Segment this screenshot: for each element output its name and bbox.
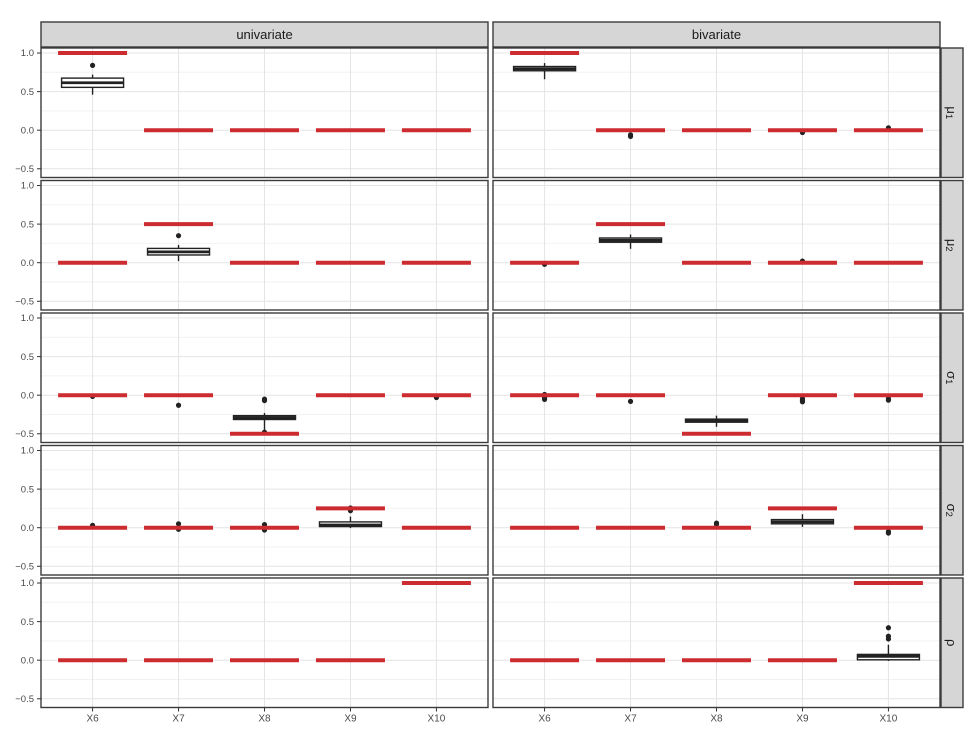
panel-mu1-bivariate — [492, 47, 941, 179]
panel-border — [40, 47, 489, 179]
y-tick-label: −0.5 — [15, 296, 34, 307]
panel-mu2-univariate: 1.0 0.5 0.0 −0.5 — [15, 179, 489, 311]
facet-strip-right-ρ: ρ — [940, 577, 964, 709]
boxplot — [232, 412, 297, 432]
outlier-dot — [885, 530, 892, 536]
facet-strip-right-σ2: σ2 — [940, 444, 964, 576]
facet-strip-right-σ1: σ1 — [940, 312, 964, 444]
x-tick-label: X6 — [86, 714, 99, 725]
y-tick-label: 0.5 — [21, 617, 34, 628]
boxplot — [146, 244, 211, 262]
y-tick-label: 1.0 — [21, 578, 34, 589]
boxplot — [770, 514, 835, 527]
outlier-dot — [627, 133, 634, 139]
outlier-dot — [713, 520, 720, 526]
facet-strip-right-box — [940, 179, 964, 311]
facet-strip-top-bivariate: bivariate — [492, 21, 941, 48]
outlier-dot — [261, 397, 268, 404]
y-tick-label: −0.5 — [15, 561, 34, 572]
facet-strip-right-μ1: μ1 — [940, 47, 964, 179]
y-tick-label: −0.5 — [15, 694, 34, 705]
x-tick-label: X10 — [428, 714, 446, 725]
facet-strip-right-label: ρ — [945, 639, 960, 646]
facet-strip-top-univariate: univariate — [40, 21, 489, 48]
panel-mu2-bivariate — [492, 179, 941, 311]
outlier-dot — [885, 633, 892, 639]
panel-sigma2-bivariate — [492, 444, 941, 576]
y-tick-label: −0.5 — [15, 429, 34, 440]
outlier-dot — [175, 233, 182, 239]
x-tick-label: X7 — [624, 714, 637, 725]
boxplot — [318, 516, 383, 529]
outlier-dot — [799, 399, 806, 405]
y-tick-label: 0.5 — [21, 87, 34, 98]
facet-strip-right-box — [940, 444, 964, 576]
y-tick-label: 0.5 — [21, 219, 34, 230]
panel-rho-univariate: X6 X7 X8 X9 X10 1.0 0.5 0.0 −0.5 — [15, 577, 489, 725]
y-tick-label: 0.5 — [21, 484, 34, 495]
panel-border — [40, 179, 489, 311]
outlier-dot — [885, 625, 892, 631]
facet-strip-right-box — [940, 577, 964, 709]
panel-mu1-univariate: 1.0 0.5 0.0 −0.5 — [15, 47, 489, 179]
panel-sigma1-univariate: 1.0 0.5 0.0 −0.5 — [15, 312, 489, 444]
boxplot — [856, 644, 921, 661]
facet-strip-top-box — [492, 21, 941, 48]
outlier-dot — [89, 62, 96, 68]
facet-strip-right-box — [940, 312, 964, 444]
facet-strip-right-label: σ1 — [944, 371, 960, 384]
facet-strip-top-box — [40, 21, 489, 48]
boxplot — [598, 234, 663, 249]
outlier-dot — [175, 521, 182, 527]
facet-strip-right-label: μ2 — [944, 239, 960, 252]
panel-sigma2-univariate: 1.0 0.5 0.0 −0.5 — [15, 444, 489, 576]
x-tick-label: X9 — [344, 714, 357, 725]
x-tick-label: X10 — [880, 714, 898, 725]
y-tick-label: 0.0 — [21, 258, 34, 269]
panel-border — [492, 444, 941, 576]
y-tick-label: −0.5 — [15, 164, 34, 175]
facet-strip-right-label: σ2 — [944, 504, 960, 517]
y-tick-label: 0.5 — [21, 352, 34, 363]
panel-rho-bivariate: X6 X7 X8 X9 X10 — [492, 577, 941, 725]
y-tick-label: 1.0 — [21, 446, 34, 457]
y-tick-label: 1.0 — [21, 181, 34, 192]
boxplot — [60, 74, 125, 95]
facet-strip-top-label: bivariate — [692, 27, 741, 42]
boxplot — [512, 63, 577, 80]
outlier-dot — [885, 397, 892, 403]
facet-strip-right-μ2: μ2 — [940, 179, 964, 311]
y-tick-label: 0.0 — [21, 390, 34, 401]
x-tick-label: X6 — [538, 714, 551, 725]
y-tick-label: 1.0 — [21, 313, 34, 324]
outlier-dot — [175, 402, 182, 408]
panel-border — [40, 312, 489, 444]
x-tick-label: X7 — [172, 714, 185, 725]
facet-strip-right-label: μ1 — [944, 106, 960, 119]
panel-border — [492, 312, 941, 444]
x-tick-label: X9 — [796, 714, 809, 725]
outlier-dot — [627, 398, 634, 404]
y-tick-label: 0.0 — [21, 125, 34, 136]
boxplot — [684, 415, 749, 427]
panel-border — [40, 444, 489, 576]
x-tick-label: X8 — [258, 714, 271, 725]
outlier-dot — [541, 396, 548, 403]
y-tick-label: 0.0 — [21, 523, 34, 534]
panel-border — [492, 47, 941, 179]
x-tick-label: X8 — [710, 714, 723, 725]
y-tick-label: 0.0 — [21, 655, 34, 666]
facet-strip-top-label: univariate — [236, 27, 292, 42]
panel-sigma1-bivariate — [492, 312, 941, 444]
facet-strip-right-box — [940, 47, 964, 179]
y-tick-label: 1.0 — [21, 48, 34, 59]
panel-border — [492, 179, 941, 311]
